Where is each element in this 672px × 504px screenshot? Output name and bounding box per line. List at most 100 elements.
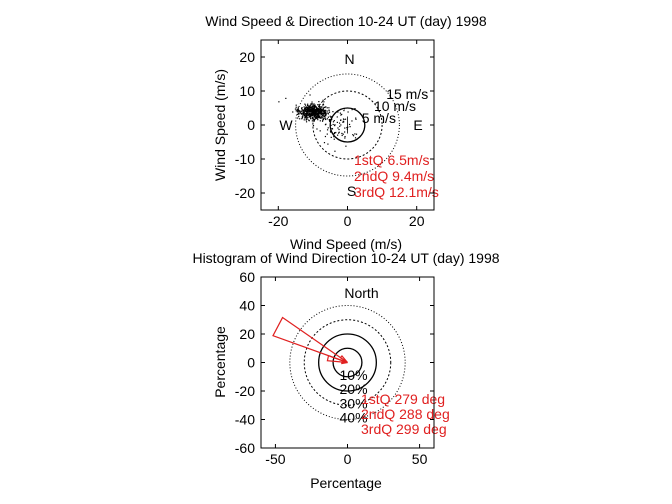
- scatter-point: [313, 107, 315, 109]
- scatter-point: [297, 108, 300, 110]
- scatter-point: [303, 110, 305, 112]
- scatter-point: [307, 109, 309, 111]
- scatter-point: [298, 112, 300, 114]
- scatter-point: [306, 112, 308, 114]
- scatter-point: [304, 103, 306, 105]
- scatter-point: [311, 109, 313, 111]
- scatter-point: [327, 127, 329, 129]
- scatter-point: [324, 124, 327, 126]
- scatter-point: [317, 117, 319, 119]
- scatter-point: [310, 115, 312, 117]
- percent-ring-label: 20%: [340, 381, 368, 397]
- scatter-point: [354, 133, 356, 135]
- scatter-point: [324, 135, 327, 138]
- scatter-point: [308, 108, 310, 110]
- scatter-point: [299, 118, 301, 120]
- scatter-point: [321, 113, 323, 115]
- speed-ring-label: 5 m/s: [362, 110, 396, 126]
- scatter-point: [298, 113, 300, 115]
- scatter-point: [332, 123, 334, 126]
- scatter-point: [344, 118, 347, 120]
- scatter-point: [317, 108, 320, 111]
- scatter-point: [303, 119, 305, 121]
- scatter-point: [316, 128, 318, 130]
- scatter-point: [305, 118, 307, 120]
- scatter-point: [334, 150, 336, 152]
- scatter-point: [318, 112, 321, 114]
- scatter-point: [318, 116, 320, 118]
- percent-ring-40: [289, 305, 406, 420]
- scatter-point: [319, 130, 321, 132]
- scatter-point: [314, 113, 317, 115]
- scatter-point: [310, 103, 312, 105]
- scatter-point: [323, 117, 325, 119]
- scatter-point: [301, 113, 303, 115]
- scatter-point: [312, 115, 314, 117]
- scatter-point: [355, 118, 357, 120]
- scatter-point: [278, 101, 280, 103]
- scatter-point: [337, 132, 340, 134]
- scatter-point: [299, 111, 301, 113]
- scatter-point: [308, 114, 310, 116]
- scatter-point: [304, 115, 307, 117]
- scatter-point: [315, 105, 317, 108]
- scatter-point: [339, 125, 341, 127]
- scatter-x-axis-label: Wind Speed (m/s): [290, 236, 402, 252]
- scatter-point: [352, 134, 354, 136]
- scatter-point: [312, 125, 315, 127]
- scatter-point: [314, 117, 316, 119]
- scatter-point: [306, 108, 308, 111]
- scatter-ring-labels: 5 m/s10 m/s15 m/s: [362, 86, 428, 126]
- scatter-point: [313, 111, 315, 113]
- scatter-point: [309, 110, 311, 112]
- scatter-point: [318, 116, 320, 119]
- scatter-point: [316, 115, 318, 117]
- scatter-point: [303, 111, 305, 113]
- scatter-point: [305, 106, 307, 108]
- scatter-point: [307, 109, 309, 111]
- scatter-point: [324, 106, 326, 109]
- scatter-point: [313, 118, 316, 121]
- scatter-point: [324, 112, 327, 114]
- scatter-point: [313, 120, 315, 122]
- scatter-point: [310, 114, 312, 116]
- scatter-point: [313, 105, 315, 107]
- scatter-point: [325, 113, 327, 115]
- scatter-point: [327, 116, 329, 118]
- direction-wedge: [339, 355, 348, 363]
- scatter-point: [328, 107, 330, 109]
- scatter-point: [322, 115, 324, 117]
- scatter-point: [313, 113, 315, 115]
- scatter-point: [316, 114, 318, 116]
- rose-y-axis-label: Percentage: [212, 326, 228, 398]
- scatter-point: [310, 112, 313, 115]
- scatter-point: [322, 110, 324, 112]
- scatter-point: [306, 117, 308, 119]
- scatter-point: [305, 119, 307, 121]
- scatter-point: [312, 105, 314, 108]
- scatter-point: [317, 109, 319, 111]
- direction-wedge: [341, 361, 348, 365]
- scatter-point: [304, 104, 307, 106]
- scatter-quartile-text: 3rdQ 12.1m/s: [354, 184, 439, 200]
- scatter-point: [354, 108, 356, 110]
- scatter-point: [315, 112, 317, 114]
- scatter-point: [336, 121, 338, 124]
- scatter-point: [338, 131, 340, 133]
- scatter-point: [323, 106, 325, 109]
- rose-y-tick-label: 20: [239, 326, 255, 342]
- scatter-point: [343, 108, 345, 110]
- scatter-point: [310, 109, 312, 111]
- scatter-point: [341, 132, 343, 135]
- scatter-point: [304, 114, 306, 116]
- scatter-point: [320, 114, 322, 116]
- scatter-point: [296, 110, 298, 112]
- scatter-point: [292, 111, 294, 113]
- scatter-point: [320, 117, 322, 119]
- scatter-point: [309, 104, 311, 107]
- scatter-point: [328, 111, 331, 113]
- rose-y-tick-label: -20: [235, 383, 255, 399]
- scatter-point: [318, 100, 320, 103]
- scatter-point: [317, 104, 319, 106]
